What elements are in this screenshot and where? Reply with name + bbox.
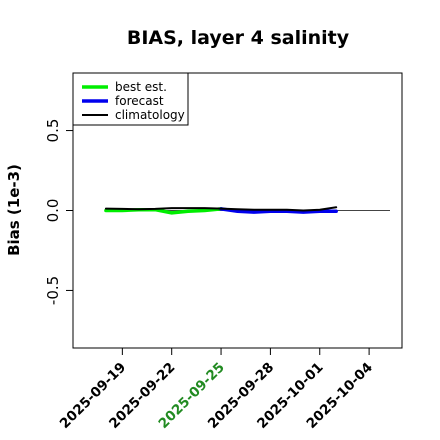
y-tick-label: -0.5 [44,276,62,305]
legend-label: best est. [115,80,167,94]
series-line-best-est [104,207,223,215]
y-axis-label: Bias (1e-3) [5,164,23,256]
legend-box [72,72,189,126]
series-line-forecast [219,207,338,214]
y-tick-label: 0.5 [44,119,62,143]
y-tick-label: 0.0 [44,199,62,223]
chart-title: BIAS, layer 4 salinity [127,27,350,49]
legend-label: climatology [115,108,185,122]
legend-label: forecast [115,94,164,108]
series-line-climatology [104,206,338,212]
